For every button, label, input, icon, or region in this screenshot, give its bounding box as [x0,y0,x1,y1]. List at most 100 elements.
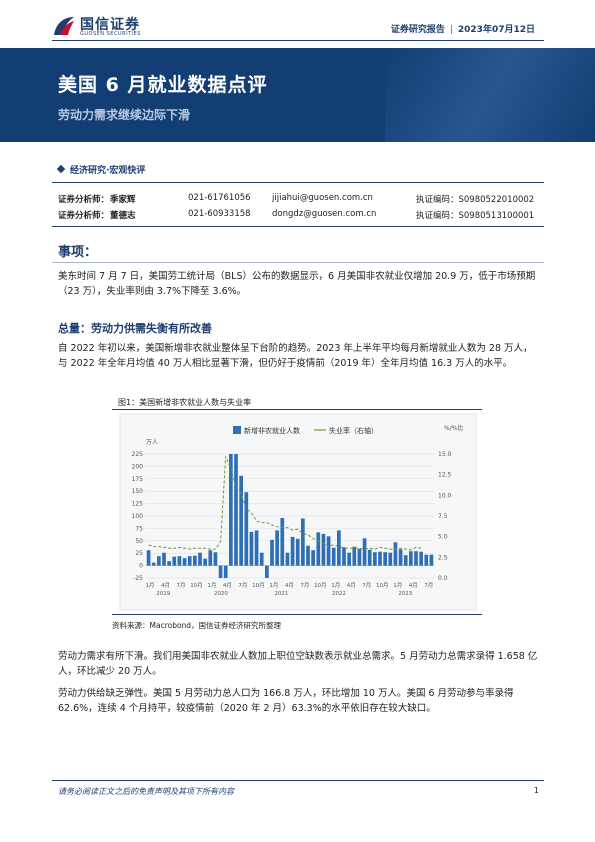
employment-bar [414,551,418,566]
x-tick-label: 4月 [347,582,356,589]
title-banner [0,48,595,142]
logo-text-en: GUOSEN SECURITIES [80,31,141,37]
employment-bar [409,551,413,566]
right-tick-label: 7.5 [438,513,448,520]
x-tick-label: 4月 [409,582,418,589]
employment-bar [218,565,223,578]
employment-bar [249,531,254,566]
section-heading-total: 总量：劳动力供需失衡有所改善 [58,322,212,335]
left-tick-label: 50 [135,538,143,545]
analyst-name: 董德志 [110,211,136,221]
chart-background [119,413,477,611]
employment-bar [326,536,331,566]
year-label: 2023 [398,591,412,597]
x-tick-label: 4月 [223,582,232,589]
employment-bar [198,552,202,566]
employment-bar [265,565,269,578]
right-tick-label: 12.5 [438,472,452,479]
left-tick-label: -25 [133,575,143,582]
paragraph-shixiang: 美东时间 7 月 7 日，美国劳工统计局（BLS）公布的数据显示，6 月美国非农… [58,271,536,297]
employment-bar [316,532,321,566]
section-divider [52,262,544,263]
employment-bar [301,518,305,566]
report-type: 证券研究报告 [390,25,445,35]
x-tick-label: 1月 [269,582,278,589]
right-tick-label: 0.0 [438,575,448,582]
employment-bar [388,552,393,566]
analyst-cert: 执证编码：S0980522010002 [416,195,535,205]
employment-bar [429,554,434,566]
header-meta: 证券研究报告 | 2023年07月12日 [390,25,535,35]
employment-bar [244,492,249,566]
analyst-label: 证券分析师： [58,211,110,221]
employment-bar [259,552,264,566]
employment-bar [177,556,182,566]
employment-bar [424,554,429,566]
figure-bottom-divider [112,614,482,615]
employment-bar [352,546,357,566]
left-tick-label: 125 [132,501,144,508]
employment-bar [398,549,403,566]
employment-bar [367,549,372,566]
employment-bar [311,550,315,566]
analyst-row: 证券分析师： 董德志 [58,209,136,221]
employment-bar [208,550,213,566]
employment-bar [203,558,207,566]
employment-bar [419,551,423,566]
report-category: 经济研究·宏观快评 [56,163,145,176]
employment-bar [229,454,233,566]
employment-bar [280,517,285,566]
employment-bar [193,555,197,566]
x-tick-label: 4月 [285,582,294,589]
footer-disclaimer: 请务必阅读正文之后的免责声明及其项下所有内容 [58,787,234,796]
x-tick-label: 10月 [314,582,327,589]
unemployment-line [148,456,422,551]
x-tick-label: 10月 [252,582,264,589]
x-tick-label: 10月 [190,582,203,589]
legend-bar-label: 新增非农就业人数 [244,426,300,435]
employment-bar [239,475,243,566]
figure-source: 资料来源：Macrobond，国信证券经济研究所整理 [112,621,282,630]
chart: 225 200 175 150 125 100 75 50 25 0 -25 15.0 12.5 10.… [112,412,484,612]
employment-bar [254,530,259,566]
left-tick-label: 0 [139,563,143,570]
year-label: 2021 [274,591,288,597]
paragraph-demand: 劳动力需求有所下滑。我们用美国非农就业人数加上职位空缺数表示就业总需求。5 月劳… [58,651,538,677]
employment-bar [321,533,326,566]
year-label: 2022 [332,591,346,597]
x-tick-label: 7月 [238,582,247,589]
left-tick-label: 75 [135,525,143,532]
footer-divider [52,780,544,781]
analyst-email[interactable]: jijiahui@guosen.com.cn [272,193,373,203]
employment-bar [275,530,279,566]
left-axis-unit: 万人 [146,439,158,446]
employment-bar [373,552,377,566]
employment-bar [342,547,346,566]
right-axis-unit: %/%比 [444,424,463,432]
employment-bar [270,539,274,566]
employment-bar [187,556,192,566]
year-label: 2019 [156,591,170,597]
left-tick-label: 225 [132,451,144,458]
employment-bar [285,552,290,566]
chart-svg: 225 200 175 150 125 100 75 50 25 0 -25 15.0 12.5 10.… [119,413,477,611]
year-label: 2020 [214,591,228,597]
employment-bar [362,538,367,566]
x-tick-label: 1月 [331,582,340,589]
employment-bar [331,547,336,566]
diamond-icon [56,164,66,174]
paragraph-supply: 劳动力供给缺乏弹性。美国 5 月劳动力总人口为 166.8 万人，环比增加 10… [58,688,514,714]
paragraph-total: 自 2022 年初以来，美国新增非农就业整体呈下台阶的趋势。2023 年上半年平… [58,343,533,369]
left-tick-label: 25 [135,550,143,557]
employment-bar [213,552,218,566]
right-tick-label: 5.0 [438,534,448,541]
employment-bar [157,556,161,566]
employment-bar [403,555,408,566]
employment-bar [151,562,156,566]
analyst-email[interactable]: dongdz@guosen.com.cn [272,209,377,219]
employment-bar [337,530,341,566]
analyst-label: 证券分析师： [58,195,110,205]
employment-bar [182,558,187,566]
header-divider [52,40,544,41]
left-tick-label: 200 [132,463,144,470]
